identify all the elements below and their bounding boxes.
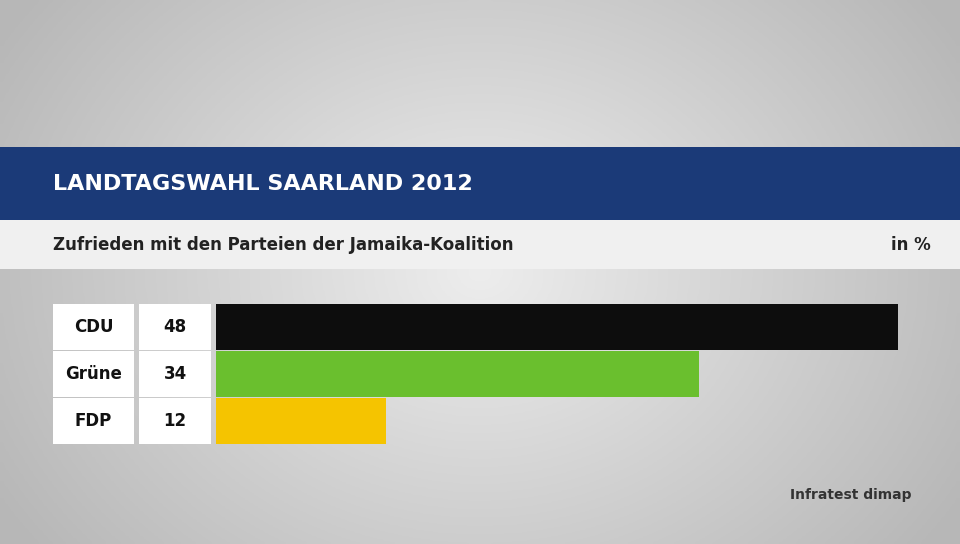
Bar [216, 351, 699, 397]
Bar [216, 304, 898, 350]
Text: 34: 34 [163, 365, 187, 383]
Bar [0, 147, 960, 220]
Bar [53, 304, 134, 350]
Text: CDU: CDU [74, 318, 113, 336]
Bar [139, 351, 211, 397]
Bar [53, 398, 134, 444]
Bar [216, 398, 387, 444]
Bar [53, 351, 134, 397]
Text: 12: 12 [163, 412, 187, 430]
Text: Zufrieden mit den Parteien der Jamaika-Koalition: Zufrieden mit den Parteien der Jamaika-K… [53, 236, 514, 254]
Bar [139, 304, 211, 350]
Text: in %: in % [892, 236, 931, 254]
Bar [0, 220, 960, 269]
Text: Grüne: Grüne [65, 365, 122, 383]
Text: LANDTAGSWAHL SAARLAND 2012: LANDTAGSWAHL SAARLAND 2012 [53, 174, 472, 194]
Text: 48: 48 [163, 318, 187, 336]
Text: FDP: FDP [75, 412, 112, 430]
Bar [139, 398, 211, 444]
Text: Infratest dimap: Infratest dimap [790, 488, 912, 502]
